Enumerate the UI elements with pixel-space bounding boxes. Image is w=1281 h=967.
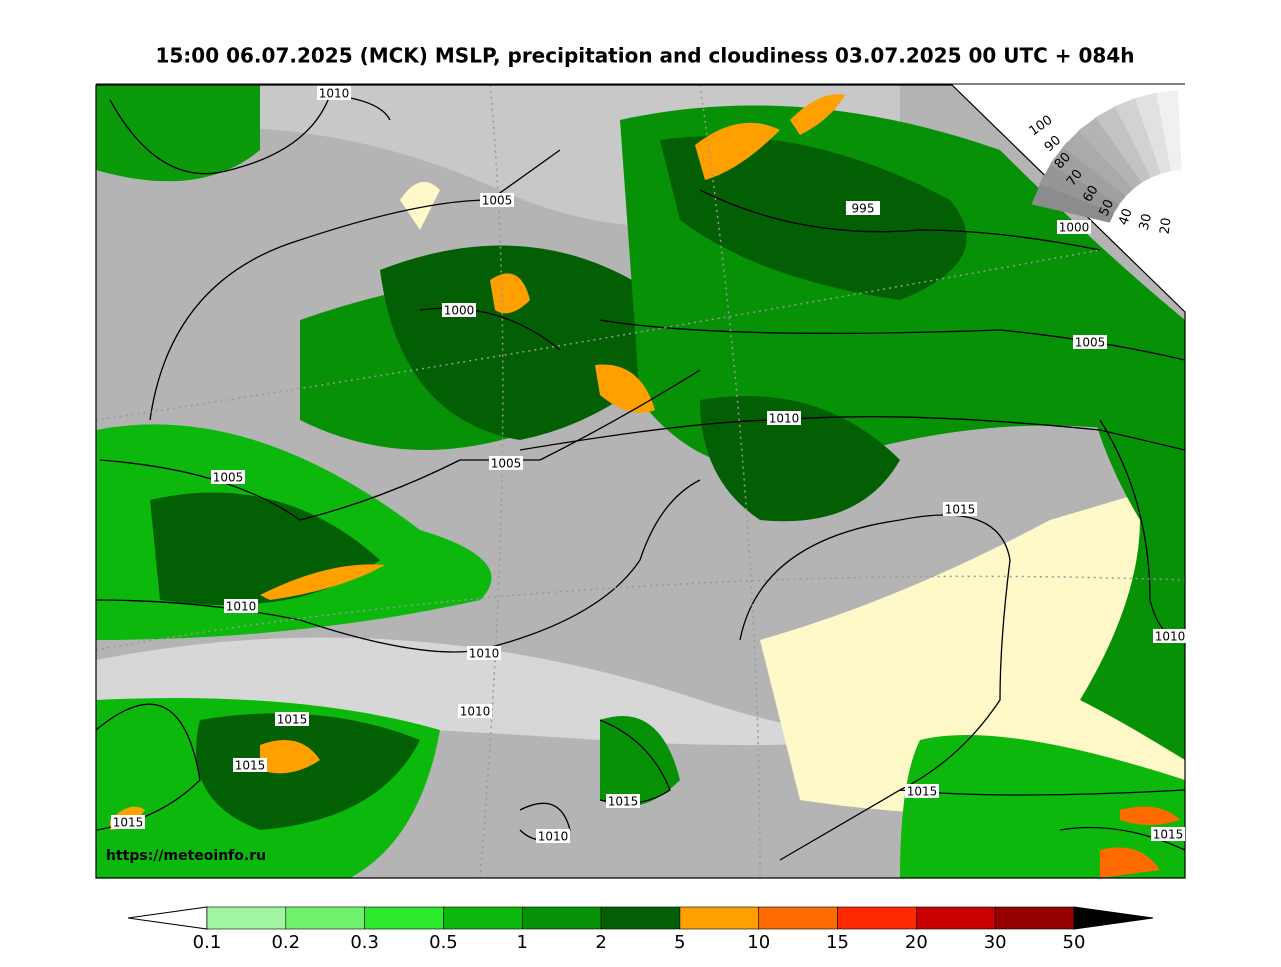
map-frame: [95, 84, 1186, 879]
isobar-label-bg: [489, 456, 523, 470]
colorbar-box: [994, 906, 1075, 930]
cloud-wedge: [1156, 90, 1182, 172]
isobar-label-bg: [1151, 827, 1185, 841]
colorbar-label: 5: [674, 932, 685, 953]
isobar-label: 1015: [277, 713, 308, 727]
isobar-label: 1005: [1075, 336, 1106, 350]
isobar-label: 1015: [1153, 828, 1184, 842]
cloud-scale-label: 50: [1097, 197, 1118, 218]
isobar-label: 1010: [319, 87, 350, 101]
isobar-label: 1010: [460, 705, 491, 719]
isobar-label-bg: [767, 411, 801, 425]
isobar-label: 1010: [469, 647, 500, 661]
cloud-scale-label: 30: [1137, 212, 1155, 231]
isobar-label-bg: [480, 193, 514, 207]
isobar-label-bg: [846, 201, 880, 215]
colorbar-under: [127, 906, 208, 930]
colorbar-label: 2: [595, 932, 606, 953]
colorbar-box: [206, 906, 287, 930]
isobar-label-bg: [442, 303, 476, 317]
colorbar-label: 0.1: [193, 932, 222, 953]
isobar-label: 1015: [945, 503, 976, 517]
colorbar-box: [916, 906, 996, 930]
isobar-label: 1000: [444, 304, 475, 318]
isobar-label-bg: [1153, 629, 1187, 643]
cloud-scale-label: 20: [1158, 217, 1175, 235]
isobar-labels: 1010 1005 995 1000 1000 1005 1010 1005 1005 1015 1…: [111, 86, 1187, 844]
isobar-label-bg: [1073, 335, 1107, 349]
colorbar-label: 0.3: [350, 932, 379, 953]
isobar-label-bg: [458, 704, 492, 718]
isobar-label: 1015: [608, 795, 639, 809]
colorbar-box: [443, 906, 523, 930]
cloud-wedge: [1134, 92, 1172, 174]
isobar-label: 1015: [235, 759, 266, 773]
isobar-label: 1005: [491, 457, 522, 471]
colorbar-label: 1: [517, 932, 528, 953]
colorbar-box: [679, 906, 760, 930]
isobar-label: 1010: [538, 830, 569, 844]
isobar-label: 1005: [213, 471, 244, 485]
isobar-label: 1010: [769, 412, 800, 426]
isobar-label: 1010: [226, 600, 257, 614]
cloud-scale-label: 60: [1080, 183, 1101, 205]
isobar-label-bg: [606, 794, 640, 808]
isobar-label: 995: [852, 202, 875, 216]
colorbar-label: 0.5: [429, 932, 458, 953]
isobar-label-bg: [467, 646, 501, 660]
colorbar-label: 0.2: [271, 932, 300, 953]
colorbar-box: [837, 906, 917, 930]
isobar-label: 1010: [1155, 630, 1186, 644]
title: 15:00 06.07.2025 (MCK) MSLP, precipitati…: [155, 44, 1134, 68]
colorbar-box: [600, 906, 681, 930]
colorbar-label: 50: [1063, 932, 1086, 953]
isobar-label-bg: [233, 758, 267, 772]
colorbar-box: [758, 906, 838, 930]
cloud-wedge: [1114, 97, 1161, 178]
isobar-label: 1000: [1059, 221, 1090, 235]
isobar-label-bg: [905, 784, 939, 798]
colorbar-box: [285, 906, 365, 930]
isobar-label-bg: [536, 829, 570, 843]
cloud-wedge: [1078, 115, 1142, 189]
colorbar-label: 20: [905, 932, 928, 953]
colorbar-box: [364, 906, 444, 930]
isobar-label-bg: [275, 712, 309, 726]
isobar-label: 1005: [482, 194, 513, 208]
map: [96, 85, 1185, 878]
cloud-wedge: [1049, 141, 1126, 205]
isobar-label-bg: [111, 815, 145, 829]
isobar-label: 1015: [907, 785, 938, 799]
colorbar: 0.1 0.2 0.3 0.5 1 2 5 10 15 20 30 50: [127, 906, 1154, 953]
colorbar-label: 10: [747, 932, 770, 953]
colorbar-box: [521, 906, 602, 930]
isobar-label-bg: [224, 599, 258, 613]
colorbar-over: [1073, 906, 1154, 930]
isobar-label: 1015: [113, 816, 144, 830]
cloud-wedge: [1095, 105, 1152, 183]
isobar-label-bg: [943, 502, 977, 516]
colorbar-label: 15: [826, 932, 849, 953]
source-url: https://meteoinfo.ru: [106, 848, 266, 864]
colorbar-label: 30: [984, 932, 1007, 953]
cloud-wedge: [1039, 158, 1120, 214]
isobar-label-bg: [317, 86, 351, 100]
cloud-scale-label: 40: [1116, 207, 1136, 228]
cloud-wedge: [1062, 127, 1134, 196]
isobar-label-bg: [1057, 220, 1091, 234]
isobar-label-bg: [211, 470, 245, 484]
